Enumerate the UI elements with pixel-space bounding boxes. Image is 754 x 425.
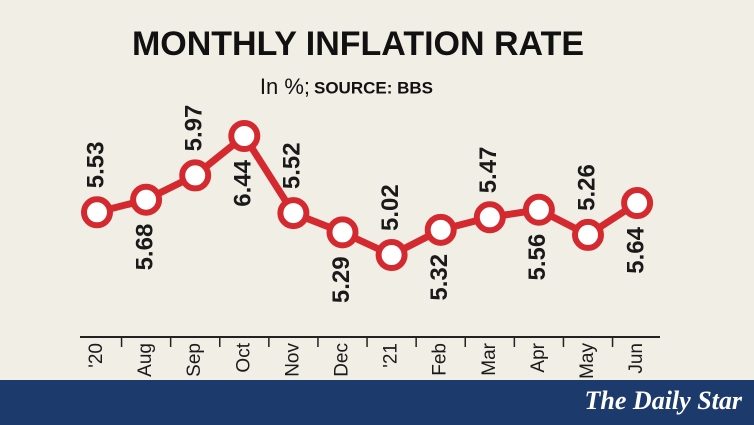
marker — [326, 216, 359, 249]
value-label: 5.52 — [279, 142, 306, 189]
marker — [277, 197, 310, 230]
value-label: 5.97 — [181, 105, 208, 152]
value-label: 5.68 — [131, 224, 158, 271]
value-label: 5.47 — [475, 147, 502, 194]
value-label: 5.53 — [82, 142, 109, 189]
x-tick-label: Feb — [430, 343, 451, 376]
marker — [228, 120, 261, 152]
chart-title: MONTHLY INFLATION RATE — [132, 25, 584, 63]
x-tick-label: Nov — [282, 343, 303, 377]
value-label: 5.56 — [524, 234, 551, 281]
x-tick-label: Apr — [528, 342, 549, 372]
marker — [424, 213, 457, 246]
chart-source: SOURCE: BBS — [314, 78, 433, 97]
marker — [179, 159, 212, 192]
value-label: 5.26 — [573, 164, 600, 211]
x-tick-label: Aug — [135, 343, 156, 377]
marker — [621, 187, 654, 220]
x-tick-label: Oct — [233, 342, 254, 372]
value-label: 6.44 — [230, 159, 257, 206]
brand: The Daily Star — [585, 386, 743, 415]
x-tick-label: Jun — [626, 343, 647, 374]
value-label: 5.02 — [377, 184, 404, 231]
x-tick-label: May — [577, 343, 598, 379]
value-label: 5.32 — [426, 254, 453, 301]
x-tick-label: Mar — [479, 342, 500, 375]
marker — [522, 193, 555, 226]
footer-bar — [0, 380, 754, 425]
plot: '20 Aug Sep Oct Nov Dec '21 Feb Mar Apr May Jun 5.53… — [81, 105, 654, 379]
marker — [572, 218, 604, 251]
marker — [473, 201, 506, 234]
value-label: 5.29 — [328, 256, 355, 303]
marker — [81, 196, 113, 229]
x-tick-label: Sep — [184, 343, 205, 377]
value-label: 5.64 — [622, 226, 649, 273]
x-tick-label: '21 — [381, 343, 402, 368]
x-tick-label: '20 — [86, 343, 107, 368]
marker — [375, 239, 408, 271]
x-tick-label: Dec — [332, 343, 353, 377]
marker — [130, 183, 163, 216]
chart-subtitle: In %; — [260, 74, 310, 99]
